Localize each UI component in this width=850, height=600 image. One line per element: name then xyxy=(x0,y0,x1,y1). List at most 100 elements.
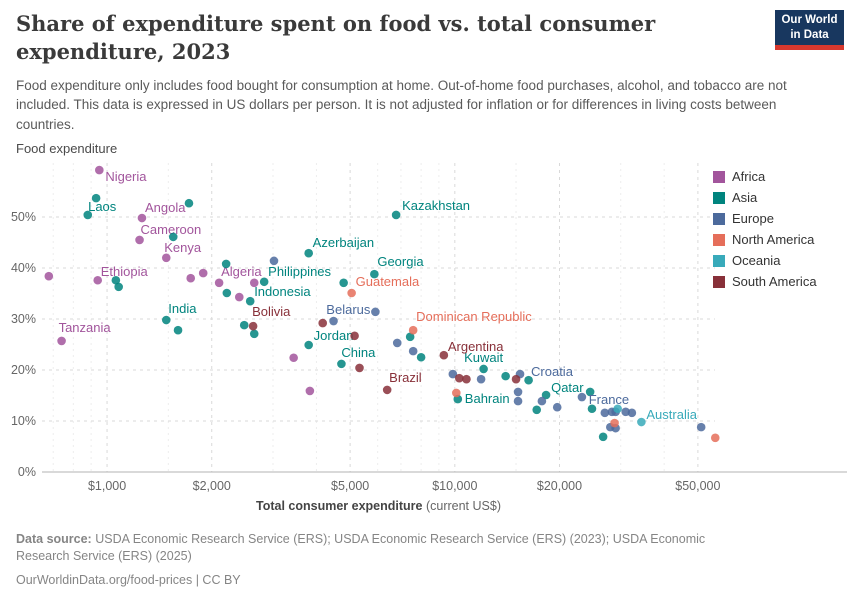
data-point[interactable] xyxy=(249,278,259,288)
country-label: Ethiopia xyxy=(101,264,149,279)
data-point[interactable] xyxy=(613,404,622,414)
data-point-kazakhstan[interactable] xyxy=(391,210,401,220)
data-point-ethiopia[interactable] xyxy=(93,275,103,285)
data-point[interactable] xyxy=(511,374,521,384)
legend-item-oceania[interactable]: Oceania xyxy=(713,250,817,271)
data-point[interactable] xyxy=(513,396,523,406)
data-point[interactable] xyxy=(710,433,720,443)
data-point-angola[interactable] xyxy=(137,213,147,223)
data-point-nigeria[interactable] xyxy=(95,165,104,175)
data-point-argentina[interactable] xyxy=(439,350,449,360)
data-point[interactable] xyxy=(329,316,338,326)
data-point[interactable] xyxy=(577,392,587,402)
legend-item-europe[interactable]: Europe xyxy=(713,208,817,229)
data-point[interactable] xyxy=(111,275,121,285)
data-point-india[interactable] xyxy=(161,315,171,325)
data-point[interactable] xyxy=(408,346,418,356)
data-point-dominican-republic[interactable] xyxy=(408,325,418,335)
data-point[interactable] xyxy=(173,325,183,335)
data-point[interactable] xyxy=(355,363,364,373)
data-point-azerbaijan[interactable] xyxy=(304,248,313,258)
legend-swatch xyxy=(713,275,725,288)
data-point[interactable] xyxy=(186,273,196,283)
data-point[interactable] xyxy=(532,405,542,415)
y-tick-label: 30% xyxy=(11,312,36,326)
data-point[interactable] xyxy=(249,329,259,339)
data-point-laos[interactable] xyxy=(91,193,101,203)
data-point[interactable] xyxy=(598,432,608,442)
legend-item-south-america[interactable]: South America xyxy=(713,271,817,292)
data-point[interactable] xyxy=(405,332,415,342)
owid-logo[interactable]: Our World in Data xyxy=(775,10,844,50)
data-point-philippines[interactable] xyxy=(259,277,269,287)
footer-link[interactable]: OurWorldinData.org/food-prices xyxy=(16,572,193,587)
data-point[interactable] xyxy=(198,268,208,278)
data-point-bolivia[interactable] xyxy=(248,321,258,331)
data-point[interactable] xyxy=(448,369,458,379)
data-point[interactable] xyxy=(168,232,178,242)
country-label: Belarus xyxy=(326,302,371,317)
data-point[interactable] xyxy=(392,338,402,348)
data-point[interactable] xyxy=(610,418,619,428)
data-point-qatar[interactable] xyxy=(541,390,551,400)
data-point[interactable] xyxy=(537,396,547,406)
x-tick-label: $2,000 xyxy=(193,479,231,493)
data-point[interactable] xyxy=(305,386,315,396)
data-point[interactable] xyxy=(221,259,231,269)
data-point-australia[interactable] xyxy=(637,417,646,427)
data-point-tanzania[interactable] xyxy=(57,336,66,346)
data-point-georgia[interactable] xyxy=(370,269,379,279)
data-point-indonesia[interactable] xyxy=(245,296,255,306)
data-point[interactable] xyxy=(234,292,244,302)
country-label: Georgia xyxy=(377,254,424,269)
data-point[interactable] xyxy=(627,408,637,418)
data-point[interactable] xyxy=(501,371,510,381)
data-point[interactable] xyxy=(269,256,279,266)
data-point[interactable] xyxy=(184,198,194,208)
data-point-kenya[interactable] xyxy=(161,253,171,263)
x-tick-label: $50,000 xyxy=(675,479,720,493)
data-point[interactable] xyxy=(350,331,359,341)
data-point[interactable] xyxy=(318,318,328,328)
data-point-china[interactable] xyxy=(337,359,346,369)
country-label: Tanzania xyxy=(59,320,112,335)
data-point[interactable] xyxy=(600,408,610,418)
data-point[interactable] xyxy=(83,210,93,220)
data-point-kuwait[interactable] xyxy=(479,364,488,374)
data-point[interactable] xyxy=(239,320,249,330)
data-point[interactable] xyxy=(513,387,523,397)
country-label: Qatar xyxy=(551,380,584,395)
country-label: Jordan xyxy=(314,328,354,343)
country-label: Laos xyxy=(88,199,117,214)
data-point[interactable] xyxy=(524,375,533,385)
data-point[interactable] xyxy=(114,282,123,292)
legend-item-africa[interactable]: Africa xyxy=(713,166,817,187)
country-label: Indonesia xyxy=(254,284,311,299)
data-point-algeria[interactable] xyxy=(214,278,224,288)
data-point[interactable] xyxy=(222,288,232,298)
data-point[interactable] xyxy=(462,374,471,384)
scatter-plot[interactable]: $1,000 $2,000 $5,000 $10,000 $20,000 $50,000 0… xyxy=(0,140,850,518)
data-point-brazil[interactable] xyxy=(382,385,392,395)
data-point[interactable] xyxy=(416,352,426,362)
data-point[interactable] xyxy=(339,278,348,288)
country-label: Bahrain xyxy=(465,391,510,406)
data-point[interactable] xyxy=(454,373,464,383)
data-point[interactable] xyxy=(476,374,486,384)
data-point-belarus[interactable] xyxy=(371,307,380,317)
data-point[interactable] xyxy=(44,271,54,281)
legend-item-north-america[interactable]: North America xyxy=(713,229,817,250)
country-label: Philippines xyxy=(268,264,331,279)
data-point[interactable] xyxy=(452,388,461,398)
data-point-cameroon[interactable] xyxy=(135,235,144,245)
data-point[interactable] xyxy=(552,402,562,412)
data-point-guatemala[interactable] xyxy=(347,288,356,298)
data-point[interactable] xyxy=(587,404,597,414)
data-point[interactable] xyxy=(585,387,595,397)
legend-label: South America xyxy=(732,274,817,289)
data-point[interactable] xyxy=(696,422,706,432)
legend-item-asia[interactable]: Asia xyxy=(713,187,817,208)
data-point[interactable] xyxy=(289,353,298,363)
data-point-jordan[interactable] xyxy=(304,340,313,350)
